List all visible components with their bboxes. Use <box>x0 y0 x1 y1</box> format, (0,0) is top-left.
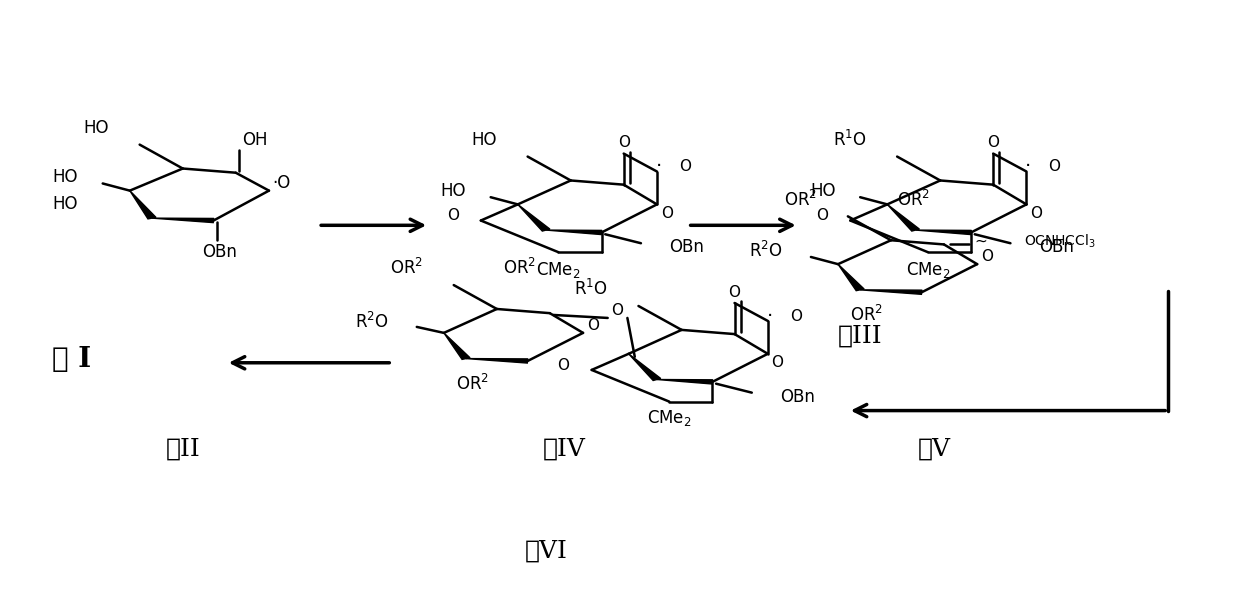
Text: OBn: OBn <box>780 388 815 406</box>
Text: O: O <box>1030 206 1042 221</box>
Text: OBn: OBn <box>202 242 237 261</box>
Text: O: O <box>790 308 802 324</box>
Text: 式IV: 式IV <box>543 438 587 461</box>
Polygon shape <box>444 333 470 359</box>
Text: O: O <box>587 318 599 333</box>
Text: HO: HO <box>471 131 497 149</box>
Polygon shape <box>888 204 919 231</box>
Polygon shape <box>130 191 156 219</box>
Text: O: O <box>816 208 828 223</box>
Text: 式V: 式V <box>918 438 951 461</box>
Text: O: O <box>446 208 459 223</box>
Text: OCNHCCl$_3$: OCNHCCl$_3$ <box>1024 233 1096 250</box>
Text: CMe$_2$: CMe$_2$ <box>905 260 950 280</box>
Text: CMe$_2$: CMe$_2$ <box>647 408 692 428</box>
Text: 式III: 式III <box>838 324 883 347</box>
Text: ·O: ·O <box>273 175 291 193</box>
Polygon shape <box>838 264 864 291</box>
Polygon shape <box>518 204 549 231</box>
Text: HO: HO <box>810 182 836 200</box>
Polygon shape <box>915 230 971 235</box>
Text: HO: HO <box>52 195 78 213</box>
Text: ·: · <box>766 307 773 325</box>
Text: OR$^2$: OR$^2$ <box>784 190 817 210</box>
Text: O: O <box>981 250 993 264</box>
Polygon shape <box>466 359 528 363</box>
Polygon shape <box>629 354 661 381</box>
Text: O: O <box>661 206 672 221</box>
Text: O: O <box>771 355 784 370</box>
Polygon shape <box>657 379 713 384</box>
Text: OR$^2$: OR$^2$ <box>389 258 423 278</box>
Text: O: O <box>611 303 624 318</box>
Text: R$^2$O: R$^2$O <box>749 241 782 261</box>
Text: O: O <box>729 285 740 300</box>
Text: OR$^2$: OR$^2$ <box>849 305 883 325</box>
Text: 式 I: 式 I <box>52 346 92 373</box>
Text: R$^1$O: R$^1$O <box>574 279 608 299</box>
Text: R$^1$O: R$^1$O <box>832 130 867 150</box>
Text: O: O <box>618 135 630 150</box>
Text: O: O <box>558 358 569 373</box>
Text: OBn: OBn <box>1039 238 1074 256</box>
Text: R$^2$O: R$^2$O <box>355 312 388 332</box>
Text: 式VI: 式VI <box>525 539 568 562</box>
Text: CMe$_2$: CMe$_2$ <box>536 260 580 280</box>
Text: 式II: 式II <box>165 438 200 461</box>
Text: OR$^2$: OR$^2$ <box>503 258 536 278</box>
Text: O: O <box>1049 159 1060 175</box>
Polygon shape <box>546 230 601 235</box>
Text: HO: HO <box>52 168 78 187</box>
Text: O: O <box>987 135 999 150</box>
Text: OBn: OBn <box>670 238 704 256</box>
Polygon shape <box>861 290 923 295</box>
Text: OH: OH <box>242 131 268 149</box>
Text: ·: · <box>1025 157 1032 176</box>
Text: ~: ~ <box>975 234 987 249</box>
Text: HO: HO <box>83 119 109 137</box>
Text: OR$^2$: OR$^2$ <box>455 374 489 394</box>
Text: ·: · <box>656 157 662 176</box>
Text: O: O <box>680 159 691 175</box>
Polygon shape <box>153 218 213 222</box>
Text: OR$^2$: OR$^2$ <box>897 190 930 210</box>
Text: HO: HO <box>440 182 466 200</box>
